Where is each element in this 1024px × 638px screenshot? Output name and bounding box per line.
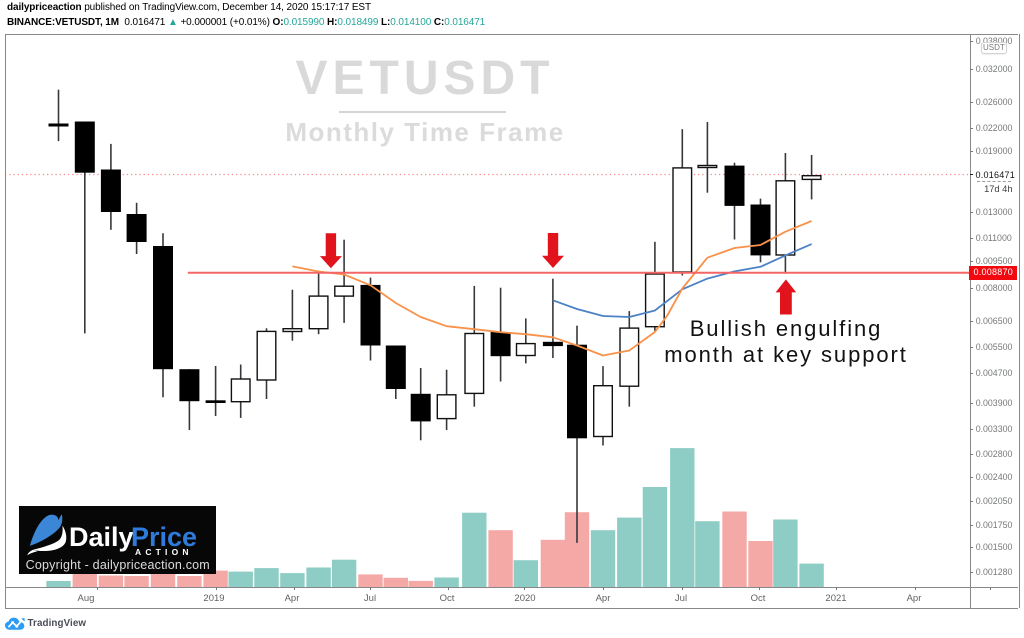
- svg-text:Price: Price: [131, 522, 197, 552]
- svg-text:Daily: Daily: [69, 522, 133, 552]
- svg-text:ACTION: ACTION: [135, 547, 193, 557]
